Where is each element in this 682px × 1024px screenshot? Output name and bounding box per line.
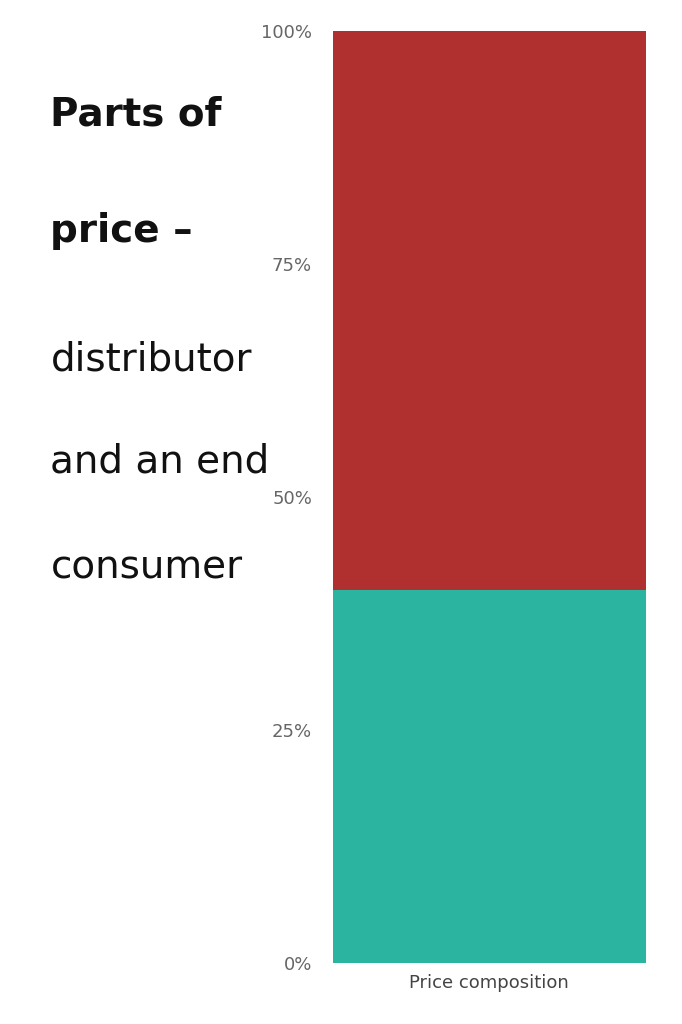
Text: consumer: consumer bbox=[50, 548, 243, 586]
Text: Parts of: Parts of bbox=[50, 96, 222, 134]
Bar bbox=[333, 31, 646, 590]
Text: price –: price – bbox=[50, 212, 193, 251]
Text: distributor: distributor bbox=[50, 340, 252, 378]
Bar bbox=[333, 590, 646, 963]
Text: and an end: and an end bbox=[50, 442, 269, 480]
